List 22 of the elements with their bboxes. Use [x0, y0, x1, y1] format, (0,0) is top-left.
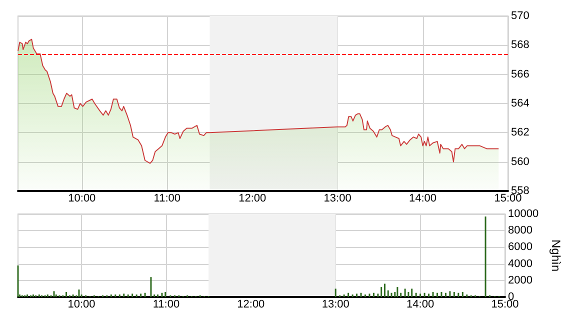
y-tick-label: 4000 — [508, 258, 532, 270]
x-tick-label: 12:00 — [237, 298, 265, 310]
y-axis-title: Nghìn — [549, 239, 563, 272]
x-tick-label: 14:00 — [406, 298, 434, 310]
x-tick-label: 10:00 — [68, 298, 96, 310]
y-tick-label: 10000 — [508, 208, 539, 220]
y-tick-label: 560 — [511, 156, 530, 168]
x-tick-label: 11:00 — [154, 192, 180, 204]
x-tick-label: 13:00 — [322, 298, 350, 310]
x-tick-label: 11:00 — [152, 298, 180, 310]
y-tick-label: 570 — [511, 10, 530, 22]
x-tick-label: 10:00 — [68, 192, 96, 204]
y-tick-label: 566 — [511, 68, 530, 80]
x-tick-label: 12:00 — [238, 192, 266, 204]
x-tick-label: 13:00 — [324, 192, 352, 204]
y-tick-label: 568 — [511, 39, 530, 52]
y-tick-label: 8000 — [508, 224, 532, 237]
y-tick-label: 2000 — [508, 274, 532, 286]
y-tick-label: 564 — [511, 98, 530, 110]
y-tick-label: 562 — [511, 126, 530, 139]
x-tick-label: 14:00 — [409, 192, 437, 204]
y-tick-label: 6000 — [508, 241, 532, 254]
